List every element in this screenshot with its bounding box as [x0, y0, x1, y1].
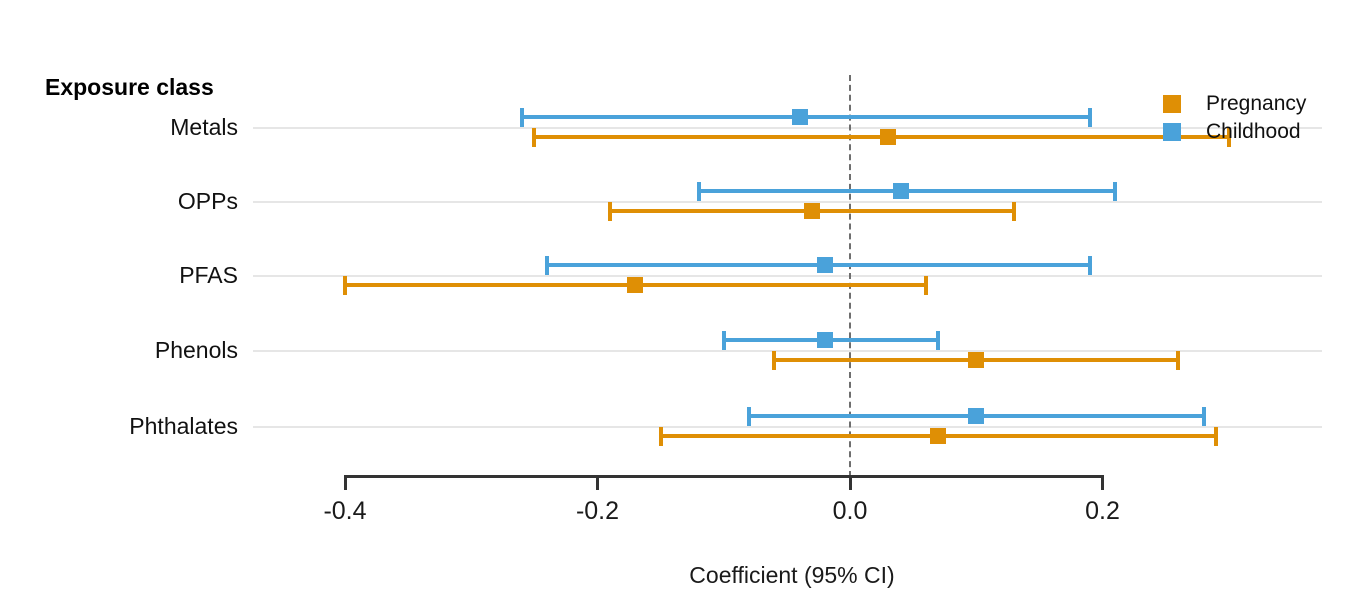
zero-reference-line	[849, 75, 851, 477]
x-axis-tick-label: 0.0	[832, 497, 868, 525]
x-axis-tick-label: 0.2	[1085, 497, 1120, 525]
ci-cap-low-pregnancy-phthalates	[658, 426, 663, 446]
point-marker-pregnancy-pfas	[627, 277, 644, 293]
ci-cap-low-childhood-pfas	[545, 255, 549, 275]
category-label: Phthalates	[129, 412, 238, 439]
ci-cap-high-pregnancy-phthalates	[1214, 426, 1219, 446]
ci-cap-high-pregnancy-phenols	[1176, 350, 1181, 370]
x-axis-tick	[343, 477, 347, 490]
ci-cap-low-pregnancy-metals	[532, 127, 537, 147]
point-marker-pregnancy-opps	[804, 203, 821, 219]
gridline	[253, 201, 1322, 203]
ci-cap-high-childhood-opps	[1113, 181, 1118, 201]
ci-cap-low-pregnancy-pfas	[343, 275, 347, 295]
ci-cap-low-childhood-opps	[696, 181, 701, 201]
x-axis-tick-label: -0.2	[575, 497, 620, 525]
point-marker-childhood-phenols	[816, 332, 833, 348]
ci-cap-low-childhood-phthalates	[747, 406, 751, 426]
chart-title: Exposure class	[45, 74, 214, 100]
legend-swatch-pregnancy	[1163, 95, 1181, 113]
ci-cap-low-childhood-phenols	[721, 330, 726, 350]
gridline	[253, 127, 1322, 129]
x-axis-title: Coefficient (95% CI)	[689, 562, 895, 588]
point-marker-childhood-pfas	[816, 257, 833, 273]
ci-cap-high-childhood-phenols	[936, 330, 941, 350]
point-marker-childhood-phthalates	[968, 408, 985, 424]
x-axis-tick	[596, 477, 599, 490]
ci-cap-low-pregnancy-phenols	[772, 350, 777, 370]
point-marker-pregnancy-metals	[879, 129, 896, 145]
legend-label: Childhood	[1206, 120, 1301, 143]
ci-cap-high-pregnancy-metals	[1226, 127, 1231, 147]
x-axis-tick	[1101, 477, 1104, 490]
ci-cap-high-pregnancy-opps	[1012, 201, 1017, 221]
x-axis-tick-label: -0.4	[323, 497, 367, 525]
ci-cap-high-childhood-metals	[1087, 107, 1092, 127]
point-marker-pregnancy-phenols	[968, 352, 985, 368]
ci-cap-high-pregnancy-pfas	[923, 275, 928, 295]
gridline	[253, 350, 1322, 352]
category-label: PFAS	[179, 261, 238, 288]
legend-item-pregnancy: Pregnancy	[1163, 90, 1306, 118]
ci-cap-low-childhood-metals	[519, 107, 524, 127]
point-marker-pregnancy-phthalates	[930, 428, 947, 444]
category-label: Metals	[170, 113, 238, 140]
legend-swatch-childhood	[1163, 123, 1181, 141]
gridline	[253, 275, 1322, 277]
category-label: OPPs	[177, 187, 238, 214]
x-axis-line	[343, 475, 1104, 478]
ci-cap-high-childhood-phthalates	[1201, 406, 1206, 426]
ci-cap-low-pregnancy-opps	[608, 201, 613, 221]
x-axis-tick	[848, 477, 852, 490]
gridline	[253, 426, 1322, 428]
ci-cap-high-childhood-pfas	[1087, 255, 1092, 275]
point-marker-childhood-opps	[892, 183, 909, 199]
legend-item-childhood: Childhood	[1163, 118, 1306, 146]
legend-label: Pregnancy	[1206, 92, 1307, 115]
category-label: Phenols	[154, 336, 238, 363]
legend: Pregnancy Childhood	[1163, 90, 1306, 146]
point-marker-childhood-metals	[791, 109, 808, 125]
